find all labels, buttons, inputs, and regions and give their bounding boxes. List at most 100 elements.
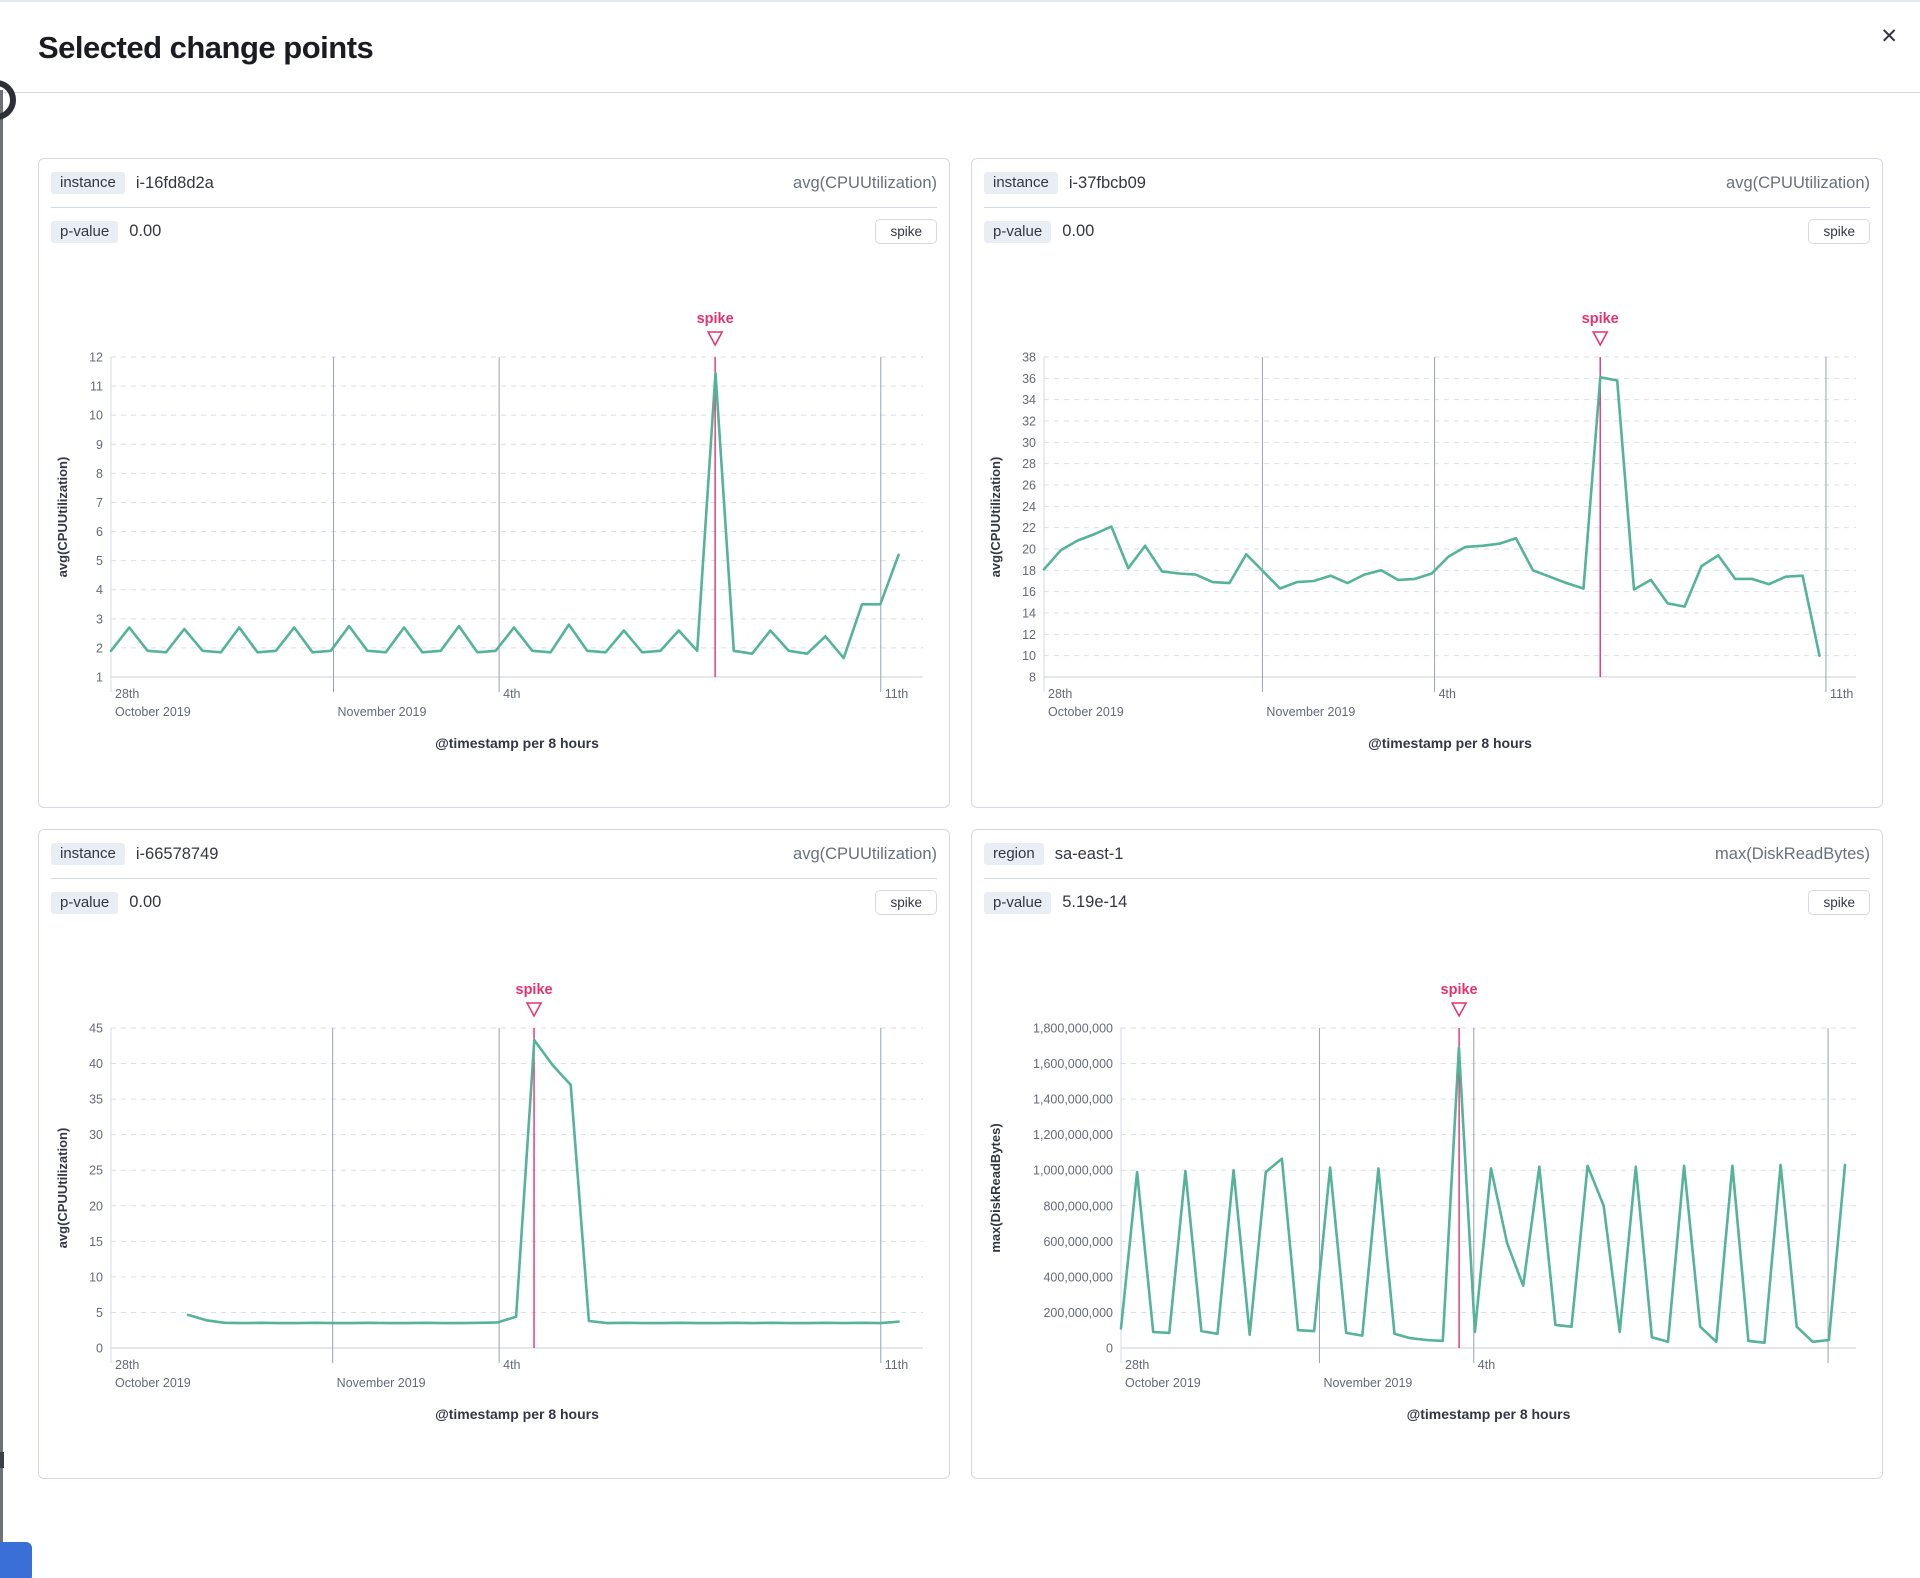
- metric-label: avg(CPUUtilization): [793, 173, 937, 192]
- svg-text:@timestamp per 8 hours: @timestamp per 8 hours: [435, 1406, 599, 1422]
- svg-text:11th: 11th: [1830, 687, 1853, 701]
- svg-text:30: 30: [89, 1128, 103, 1142]
- p-value-badge: p-value: [984, 891, 1052, 914]
- svg-text:16: 16: [1022, 585, 1036, 599]
- svg-text:avg(CPUUtilization): avg(CPUUtilization): [55, 1128, 70, 1249]
- svg-text:12: 12: [1022, 628, 1036, 642]
- svg-text:November 2019: November 2019: [337, 705, 426, 719]
- svg-text:20: 20: [89, 1199, 103, 1213]
- card-divider: [51, 878, 937, 879]
- p-value-badge: p-value: [51, 891, 119, 914]
- svg-text:14: 14: [1022, 607, 1036, 621]
- svg-text:@timestamp per 8 hours: @timestamp per 8 hours: [1368, 735, 1532, 751]
- svg-text:4th: 4th: [503, 687, 520, 701]
- svg-text:28th: 28th: [1125, 1358, 1149, 1372]
- field-value: i-66578749: [135, 844, 219, 863]
- svg-text:26: 26: [1022, 479, 1036, 493]
- change-points-grid: instance i-16fd8d2a avg(CPUUtilization) …: [38, 158, 1883, 1479]
- p-value-row: p-value 0.00 spike: [984, 208, 1870, 255]
- card-divider: [984, 207, 1870, 208]
- svg-text:11th: 11th: [885, 1358, 908, 1372]
- change-point-card: instance i-16fd8d2a avg(CPUUtilization) …: [38, 158, 950, 808]
- svg-text:20: 20: [1022, 543, 1036, 557]
- svg-text:3: 3: [96, 612, 103, 626]
- p-value: 0.00: [1062, 222, 1095, 240]
- svg-text:40: 40: [89, 1057, 103, 1071]
- svg-text:34: 34: [1022, 393, 1036, 407]
- svg-text:1: 1: [96, 671, 103, 685]
- svg-text:11th: 11th: [885, 687, 908, 701]
- metric-label: max(DiskReadBytes): [1715, 844, 1870, 863]
- svg-text:October 2019: October 2019: [115, 705, 191, 719]
- svg-text:38: 38: [1022, 351, 1036, 365]
- svg-text:400,000,000: 400,000,000: [1043, 1270, 1113, 1284]
- svg-text:30: 30: [1022, 436, 1036, 450]
- page-title: Selected change points: [38, 30, 374, 65]
- change-point-chart: 12 11 10 9 8 7 6 5 4 3 2 1 28th October 2019 November …: [55, 311, 923, 751]
- p-value-row: p-value 5.19e-14 spike: [984, 879, 1870, 926]
- svg-text:24: 24: [1022, 500, 1036, 514]
- close-icon[interactable]: ✕: [1874, 20, 1904, 53]
- field-badge: instance: [51, 172, 125, 194]
- modal-header: Selected change points ✕: [0, 0, 1920, 93]
- svg-text:800,000,000: 800,000,000: [1043, 1199, 1113, 1213]
- field-badge: instance: [984, 172, 1058, 194]
- p-value-row: p-value 0.00 spike: [51, 208, 937, 255]
- change-point-chart: 45 40 35 30 25 20 15 10 5 0 28th October 2019 Novemb…: [55, 982, 923, 1422]
- metric-label: avg(CPUUtilization): [1726, 173, 1870, 192]
- svg-text:18: 18: [1022, 564, 1036, 578]
- svg-text:1,600,000,000: 1,600,000,000: [1033, 1057, 1113, 1071]
- change-point-card: region sa-east-1 max(DiskReadBytes) p-va…: [971, 829, 1883, 1479]
- svg-text:25: 25: [89, 1164, 103, 1178]
- svg-text:12: 12: [89, 351, 103, 365]
- svg-text:spike: spike: [697, 311, 734, 327]
- svg-text:November 2019: November 2019: [337, 1376, 426, 1390]
- svg-text:October 2019: October 2019: [1048, 705, 1124, 719]
- svg-text:10: 10: [89, 1270, 103, 1284]
- card-header-row: instance i-66578749 avg(CPUUtilization): [51, 830, 937, 878]
- svg-text:5: 5: [96, 554, 103, 568]
- svg-text:35: 35: [89, 1093, 103, 1107]
- spike-type-chip[interactable]: spike: [1808, 890, 1870, 915]
- page-edge-artifact: [0, 1542, 32, 1578]
- svg-text:11: 11: [90, 380, 103, 394]
- svg-text:32: 32: [1022, 415, 1036, 429]
- svg-text:10: 10: [89, 409, 103, 423]
- field-value: i-16fd8d2a: [135, 173, 214, 192]
- svg-text:spike: spike: [516, 982, 553, 998]
- svg-text:avg(CPUUtilization): avg(CPUUtilization): [988, 457, 1003, 578]
- svg-text:7: 7: [96, 496, 103, 510]
- p-value: 0.00: [129, 222, 162, 240]
- change-point-chart: 1,800,000,000 1,600,000,000 1,400,000,000 1…: [988, 982, 1856, 1422]
- svg-text:2: 2: [96, 641, 103, 655]
- change-point-card: instance i-66578749 avg(CPUUtilization) …: [38, 829, 950, 1479]
- svg-text:200,000,000: 200,000,000: [1043, 1306, 1113, 1320]
- svg-text:28th: 28th: [115, 687, 139, 701]
- change-point-chart: 38 36 34 32 30 28 26 24 22 20 18 16 14 12 10 8 28th Octob…: [988, 311, 1856, 751]
- p-value: 5.19e-14: [1062, 893, 1128, 911]
- change-point-card: instance i-37fbcb09 avg(CPUUtilization) …: [971, 158, 1883, 808]
- svg-text:4: 4: [96, 583, 103, 597]
- svg-text:0: 0: [1106, 1342, 1113, 1356]
- p-value-badge: p-value: [51, 220, 119, 243]
- svg-text:600,000,000: 600,000,000: [1043, 1235, 1113, 1249]
- page-edge-artifact: [0, 1452, 4, 1468]
- field-value: i-37fbcb09: [1068, 173, 1146, 192]
- spike-type-chip[interactable]: spike: [875, 219, 937, 244]
- svg-text:spike: spike: [1441, 982, 1478, 998]
- spike-type-chip[interactable]: spike: [1808, 219, 1870, 244]
- svg-text:28th: 28th: [115, 1358, 139, 1372]
- svg-text:max(DiskReadBytes): max(DiskReadBytes): [988, 1123, 1003, 1252]
- svg-text:9: 9: [96, 438, 103, 452]
- svg-text:1,000,000,000: 1,000,000,000: [1033, 1164, 1113, 1178]
- p-value-badge: p-value: [984, 220, 1052, 243]
- p-value: 0.00: [129, 893, 162, 911]
- svg-text:1,800,000,000: 1,800,000,000: [1033, 1022, 1113, 1036]
- metric-label: avg(CPUUtilization): [793, 844, 937, 863]
- svg-text:10: 10: [1022, 649, 1036, 663]
- card-divider: [984, 878, 1870, 879]
- svg-text:@timestamp per 8 hours: @timestamp per 8 hours: [435, 735, 599, 751]
- svg-text:5: 5: [96, 1306, 103, 1320]
- page-edge-artifact: [0, 0, 1920, 2]
- spike-type-chip[interactable]: spike: [875, 890, 937, 915]
